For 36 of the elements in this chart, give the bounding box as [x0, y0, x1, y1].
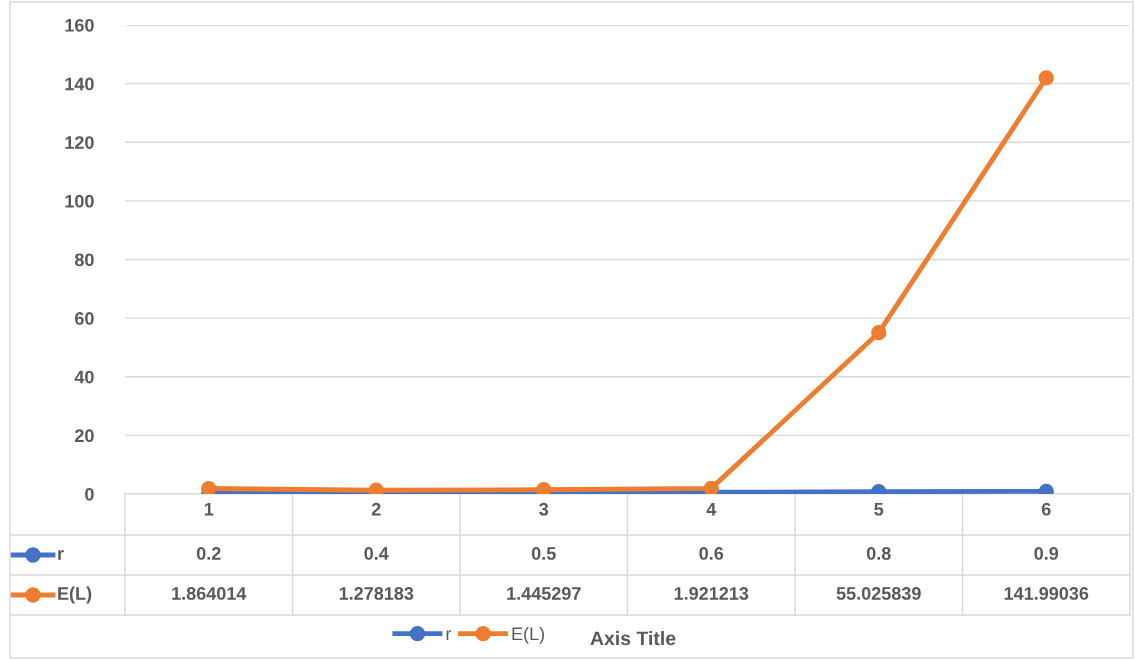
data-label: 0.6	[699, 547, 724, 560]
y-tick-label: 120	[65, 136, 94, 149]
data-label: 55.025839	[836, 587, 921, 600]
y-tick-label: 20	[74, 429, 94, 443]
point	[703, 480, 719, 494]
y-tick-label: 100	[65, 194, 94, 208]
data-label: 1.445297	[507, 587, 581, 600]
x-tick-label: 6	[1041, 502, 1051, 516]
y-tick-label: 140	[65, 77, 94, 91]
point	[1038, 70, 1054, 86]
data-label: 0.4	[364, 547, 389, 560]
x-tick-label: 1	[204, 503, 214, 516]
x-tick-label: 2	[371, 502, 381, 516]
text: E(L)	[58, 586, 92, 604]
x-tick-label: 3	[539, 502, 549, 516]
data-label: 0.8	[866, 547, 891, 560]
legend-label: r	[446, 630, 452, 640]
data-label: 1.864014	[172, 587, 247, 600]
data-label: 141.99036	[1004, 587, 1089, 600]
text: Axis Title	[590, 630, 676, 646]
y-tick-label: 80	[74, 253, 94, 267]
text: r	[58, 549, 64, 560]
point	[871, 325, 887, 341]
y-tick-label: 0	[85, 487, 94, 501]
data-label: 1.278183	[339, 587, 414, 600]
x-tick-label: 4	[706, 503, 717, 516]
point	[201, 480, 217, 494]
data-label: 0.2	[196, 547, 221, 560]
y-tick-label: 60	[75, 312, 94, 325]
legend-label: E(L)	[512, 626, 545, 644]
data-label: 1.921213	[674, 587, 749, 600]
data-label: 0.9	[1034, 547, 1059, 560]
y-tick-label: 40	[74, 370, 94, 384]
y-tick-label: 160	[65, 18, 94, 32]
x-tick-label: 5	[874, 503, 884, 516]
data-label: 0.5	[531, 547, 556, 560]
